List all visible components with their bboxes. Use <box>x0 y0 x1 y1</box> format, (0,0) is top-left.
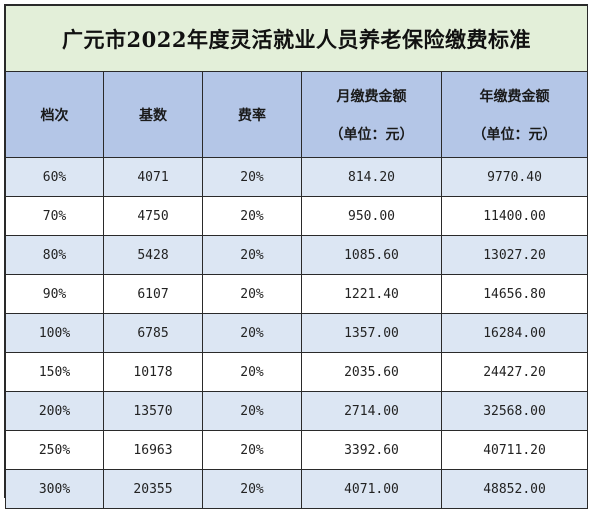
monthly-amount-cell: 1357.00 <box>301 313 442 353</box>
base-cell: 13570 <box>103 391 203 431</box>
header-annual-amount: 年缴费金额 （单位：元） <box>440 71 589 158</box>
rate-cell: 20% <box>202 430 302 470</box>
base-cell: 4750 <box>103 196 203 236</box>
monthly-amount-cell: 950.00 <box>301 196 442 236</box>
grade-cell: 250% <box>5 430 104 470</box>
table-row: 250% 16963 20% 3392.60 40711.20 <box>5 430 589 470</box>
table-row: 60% 4071 20% 814.20 9770.40 <box>5 157 589 197</box>
header-unit: （单位：元） <box>472 126 557 143</box>
annual-amount-cell: 11400.00 <box>440 196 589 236</box>
grade-cell: 80% <box>5 235 104 275</box>
monthly-amount-cell: 1221.40 <box>301 274 442 314</box>
header-row: 档次 基数 费率 月缴费金额 （单位：元） 年缴费金额 （单位：元） <box>5 71 589 158</box>
base-cell: 4071 <box>103 157 203 197</box>
rate-cell: 20% <box>202 157 302 197</box>
header-monthly-amount: 月缴费金额 （单位：元） <box>301 71 442 158</box>
grade-cell: 300% <box>5 469 104 509</box>
grade-cell: 60% <box>5 157 104 197</box>
header-label: 费率 <box>238 107 266 124</box>
table-row: 90% 6107 20% 1221.40 14656.80 <box>5 274 589 314</box>
annual-amount-cell: 24427.20 <box>440 352 589 392</box>
table-title: 广元市2022年度灵活就业人员养老保险缴费标准 <box>4 5 589 72</box>
header-unit: （单位：元） <box>329 126 414 143</box>
monthly-amount-cell: 1085.60 <box>301 235 442 275</box>
contribution-standard-table: 广元市2022年度灵活就业人员养老保险缴费标准 档次 基数 费率 月缴费金额 （… <box>4 4 589 509</box>
table: 广元市2022年度灵活就业人员养老保险缴费标准 档次 基数 费率 月缴费金额 （… <box>4 5 589 509</box>
header-base: 基数 <box>103 71 203 158</box>
header-rate: 费率 <box>202 71 302 158</box>
base-cell: 6107 <box>103 274 203 314</box>
header-label: 月缴费金额 <box>336 88 407 105</box>
header-grade: 档次 <box>5 71 104 158</box>
rate-cell: 20% <box>202 196 302 236</box>
annual-amount-cell: 9770.40 <box>440 157 589 197</box>
table-row: 100% 6785 20% 1357.00 16284.00 <box>5 313 589 353</box>
annual-amount-cell: 16284.00 <box>440 313 589 353</box>
table-row: 150% 10178 20% 2035.60 24427.20 <box>5 352 589 392</box>
annual-amount-cell: 14656.80 <box>440 274 589 314</box>
table-row: 70% 4750 20% 950.00 11400.00 <box>5 196 589 236</box>
base-cell: 6785 <box>103 313 203 353</box>
base-cell: 5428 <box>103 235 203 275</box>
monthly-amount-cell: 4071.00 <box>301 469 442 509</box>
table-row: 200% 13570 20% 2714.00 32568.00 <box>5 391 589 431</box>
annual-amount-cell: 48852.00 <box>440 469 589 509</box>
annual-amount-cell: 40711.20 <box>440 430 589 470</box>
rate-cell: 20% <box>202 391 302 431</box>
header-label: 基数 <box>139 107 167 124</box>
base-cell: 10178 <box>103 352 203 392</box>
monthly-amount-cell: 3392.60 <box>301 430 442 470</box>
grade-cell: 200% <box>5 391 104 431</box>
table-row: 80% 5428 20% 1085.60 13027.20 <box>5 235 589 275</box>
base-cell: 16963 <box>103 430 203 470</box>
monthly-amount-cell: 814.20 <box>301 157 442 197</box>
grade-cell: 100% <box>5 313 104 353</box>
grade-cell: 90% <box>5 274 104 314</box>
title-row: 广元市2022年度灵活就业人员养老保险缴费标准 <box>4 5 589 72</box>
rate-cell: 20% <box>202 274 302 314</box>
grade-cell: 150% <box>5 352 104 392</box>
monthly-amount-cell: 2035.60 <box>301 352 442 392</box>
table-row: 300% 20355 20% 4071.00 48852.00 <box>5 469 589 509</box>
annual-amount-cell: 32568.00 <box>440 391 589 431</box>
rate-cell: 20% <box>202 352 302 392</box>
rate-cell: 20% <box>202 313 302 353</box>
base-cell: 20355 <box>103 469 203 509</box>
header-label: 档次 <box>40 107 69 124</box>
monthly-amount-cell: 2714.00 <box>301 391 442 431</box>
grade-cell: 70% <box>5 196 104 236</box>
rate-cell: 20% <box>202 235 302 275</box>
annual-amount-cell: 13027.20 <box>440 235 589 275</box>
header-label: 年缴费金额 <box>479 88 550 105</box>
rate-cell: 20% <box>202 469 302 509</box>
